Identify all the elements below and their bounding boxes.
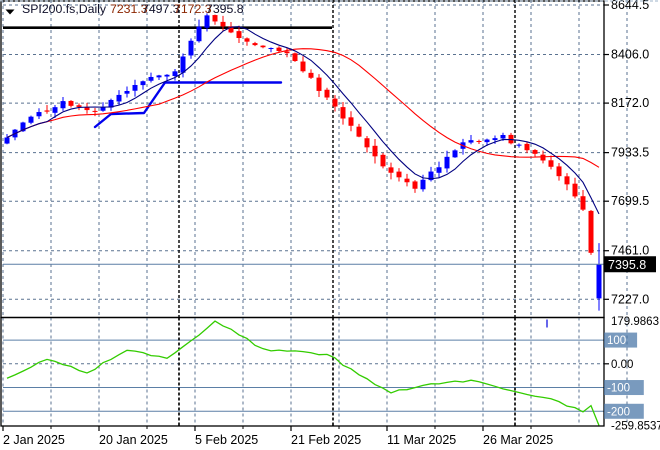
svg-text:5 Feb 2025: 5 Feb 2025 xyxy=(195,433,258,447)
svg-text:-100: -100 xyxy=(607,383,630,395)
svg-text:7395.8: 7395.8 xyxy=(206,2,244,16)
svg-text:20 Jan 2025: 20 Jan 2025 xyxy=(99,433,168,447)
svg-text:0.00: 0.00 xyxy=(611,359,633,371)
svg-text:-200: -200 xyxy=(607,406,630,418)
svg-text:7933.5: 7933.5 xyxy=(611,146,649,160)
svg-text:7395.8: 7395.8 xyxy=(608,258,646,272)
svg-text:8644.5: 8644.5 xyxy=(611,0,649,12)
svg-text:100: 100 xyxy=(607,335,626,347)
svg-text:11 Mar 2025: 11 Mar 2025 xyxy=(387,433,456,447)
svg-text:7461.0: 7461.0 xyxy=(611,244,649,258)
svg-text:-259.8537: -259.8537 xyxy=(611,420,660,432)
svg-text:26 Mar 2025: 26 Mar 2025 xyxy=(483,433,553,447)
svg-text:21 Feb 2025: 21 Feb 2025 xyxy=(291,433,361,447)
svg-text:2 Jan 2025: 2 Jan 2025 xyxy=(3,433,65,447)
svg-text:7227.0: 7227.0 xyxy=(611,292,649,306)
svg-text:8406.0: 8406.0 xyxy=(611,48,649,62)
svg-text:8172.0: 8172.0 xyxy=(611,96,649,110)
svg-text:179.9863: 179.9863 xyxy=(611,316,659,328)
svg-text:7699.5: 7699.5 xyxy=(611,194,649,208)
svg-text:SPI200.fs,Daily: SPI200.fs,Daily xyxy=(22,2,107,16)
